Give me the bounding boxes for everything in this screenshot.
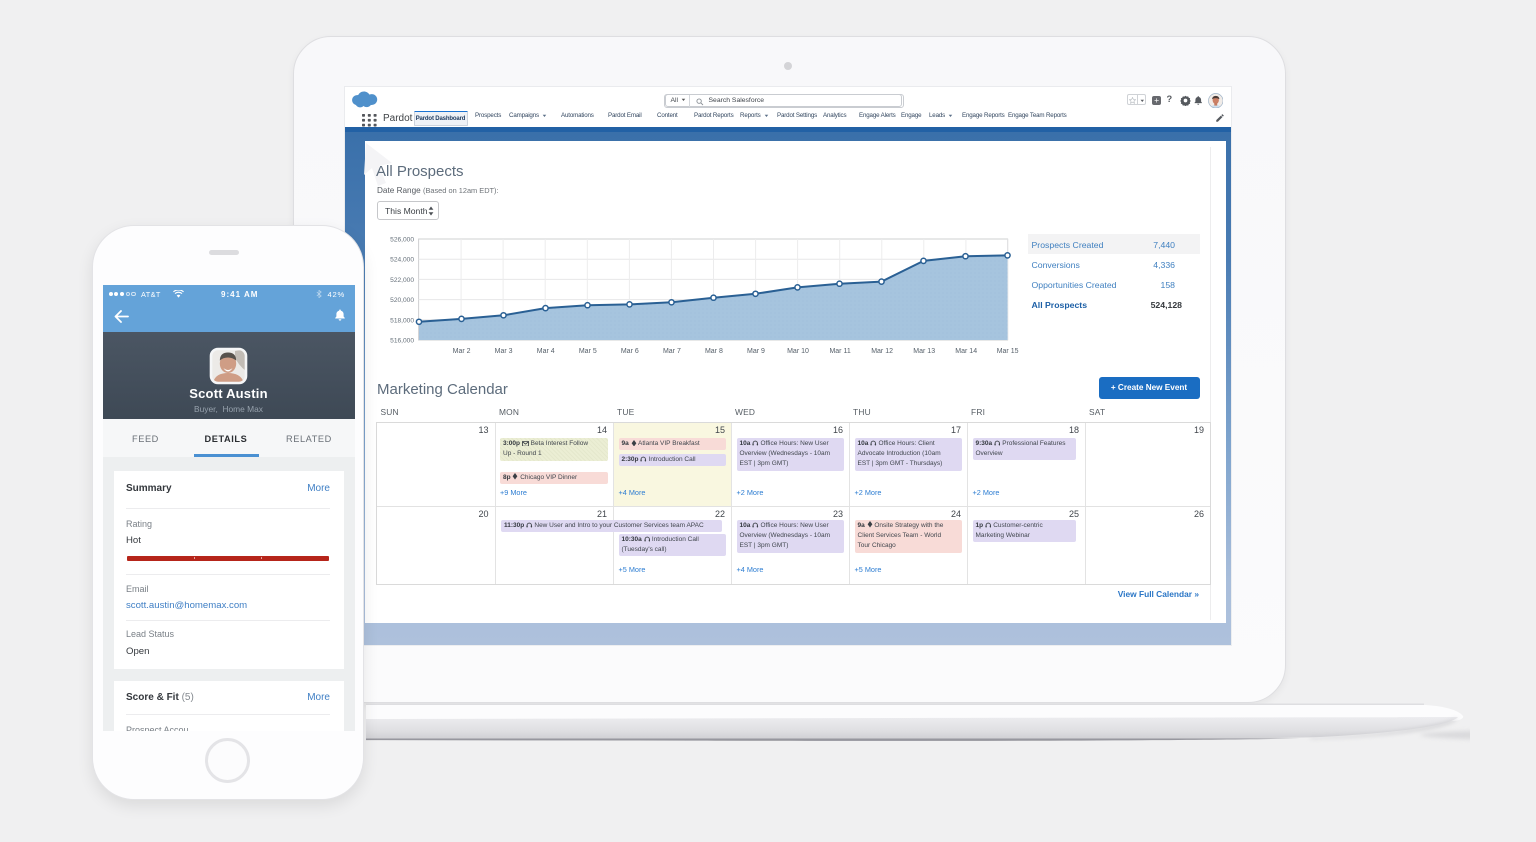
svg-text:Mar 8: Mar 8 — [705, 348, 723, 355]
svg-text:Mar 6: Mar 6 — [621, 348, 639, 355]
svg-text:Mar 3: Mar 3 — [495, 348, 513, 355]
svg-text:Mar 12: Mar 12 — [871, 348, 893, 355]
svg-text:522,000: 522,000 — [390, 277, 414, 284]
svg-text:Mar 11: Mar 11 — [829, 348, 850, 355]
svg-text:516,000: 516,000 — [390, 338, 414, 345]
svg-text:Mar 15: Mar 15 — [997, 348, 1019, 355]
svg-text:Mar 2: Mar 2 — [453, 348, 471, 355]
svg-text:520,000: 520,000 — [390, 297, 414, 304]
svg-text:Mar 5: Mar 5 — [579, 348, 597, 355]
svg-text:Mar 14: Mar 14 — [955, 348, 977, 355]
svg-text:518,000: 518,000 — [390, 317, 414, 324]
svg-text:526,000: 526,000 — [390, 237, 414, 244]
svg-text:Mar 9: Mar 9 — [747, 348, 765, 355]
svg-text:Mar 4: Mar 4 — [537, 348, 555, 355]
svg-text:Mar 10: Mar 10 — [787, 348, 809, 355]
svg-text:524,000: 524,000 — [390, 257, 414, 264]
svg-text:Mar 7: Mar 7 — [663, 348, 681, 355]
svg-text:Mar 13: Mar 13 — [913, 348, 935, 355]
